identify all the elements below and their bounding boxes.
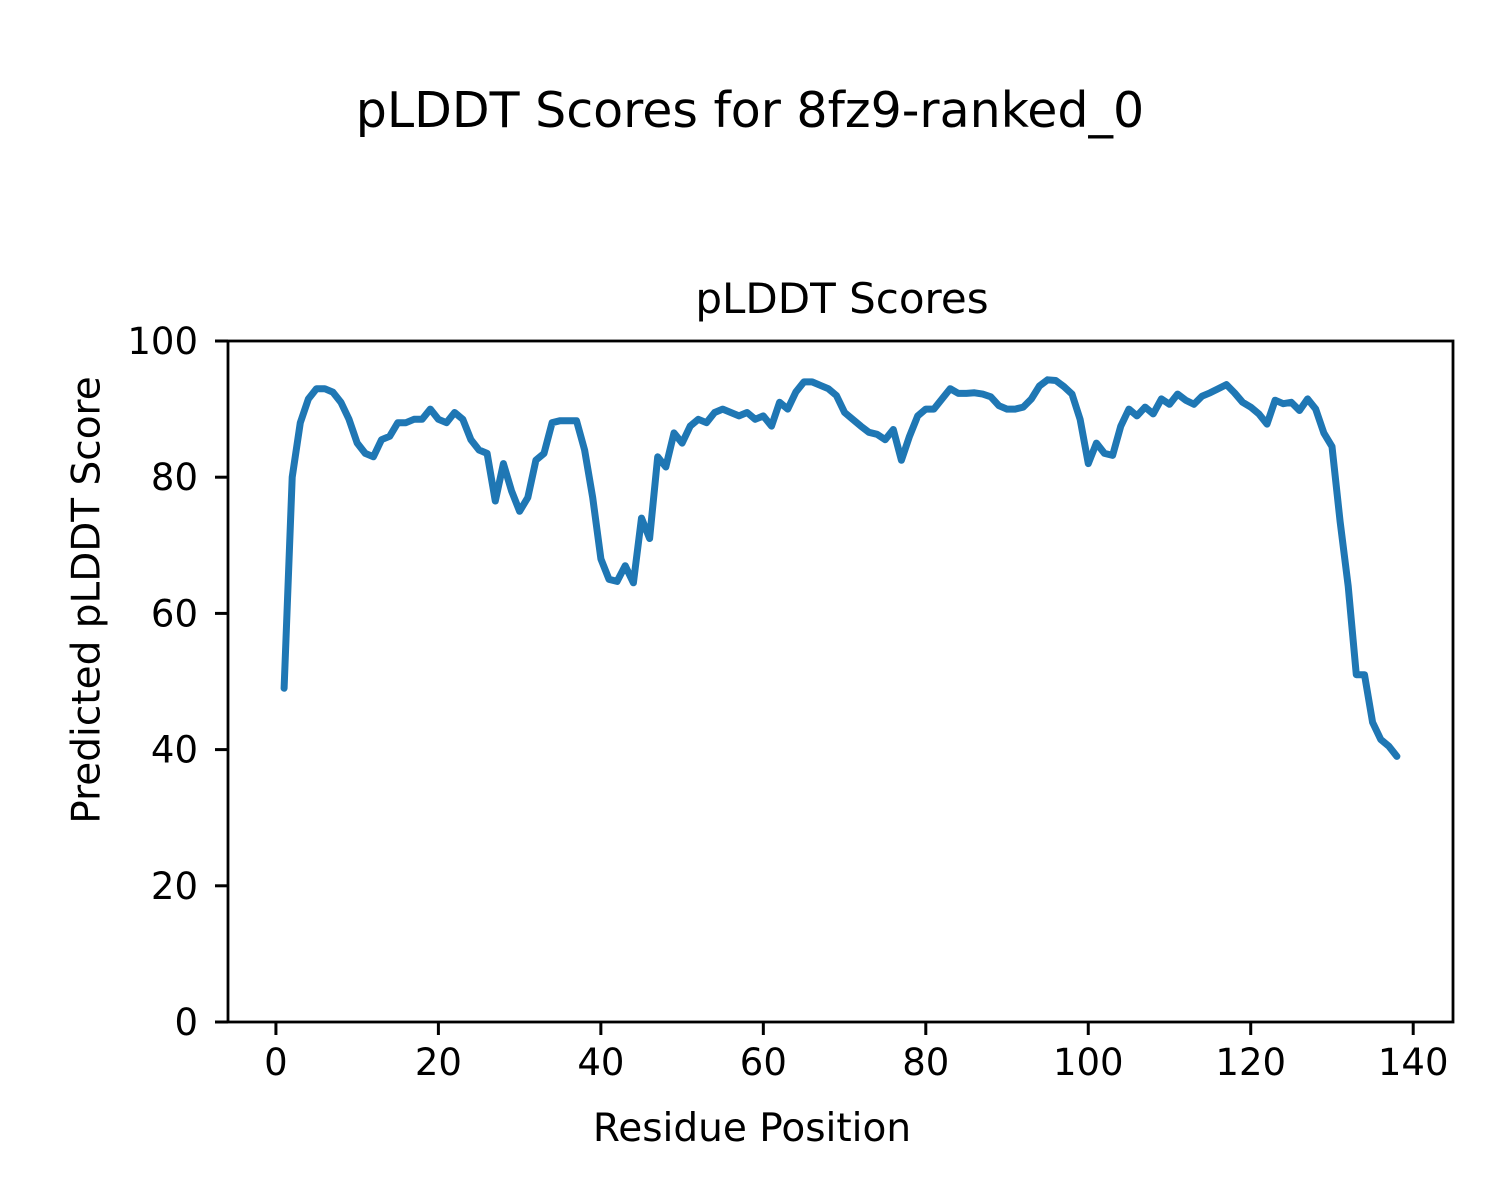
x-tick-label: 80 <box>902 1041 949 1084</box>
y-tick-label: 100 <box>127 320 198 363</box>
x-axis-label: Residue Position <box>592 1106 912 1151</box>
y-axis-label: Predicted pLDDT Score <box>64 376 110 824</box>
figure-suptitle: pLDDT Scores for 8fz9-ranked_0 <box>355 82 1145 139</box>
x-tick-label: 40 <box>577 1041 624 1084</box>
x-tick-label: 0 <box>264 1041 288 1084</box>
y-tick-label: 80 <box>151 456 198 499</box>
x-tick-label: 20 <box>415 1041 462 1084</box>
y-tick-label: 0 <box>174 1001 198 1044</box>
y-tick-label: 40 <box>151 729 198 772</box>
x-tick-label: 120 <box>1215 1041 1286 1084</box>
x-tick-label: 140 <box>1378 1041 1449 1084</box>
axes-spines <box>226 339 1455 1024</box>
x-tick-label: 60 <box>740 1041 787 1084</box>
y-tick-label: 20 <box>151 865 198 908</box>
axes-title: pLDDT Scores <box>695 274 989 323</box>
pldd-line <box>280 376 1401 760</box>
y-tick-label: 60 <box>151 592 198 635</box>
x-tick-label: 100 <box>1053 1041 1124 1084</box>
